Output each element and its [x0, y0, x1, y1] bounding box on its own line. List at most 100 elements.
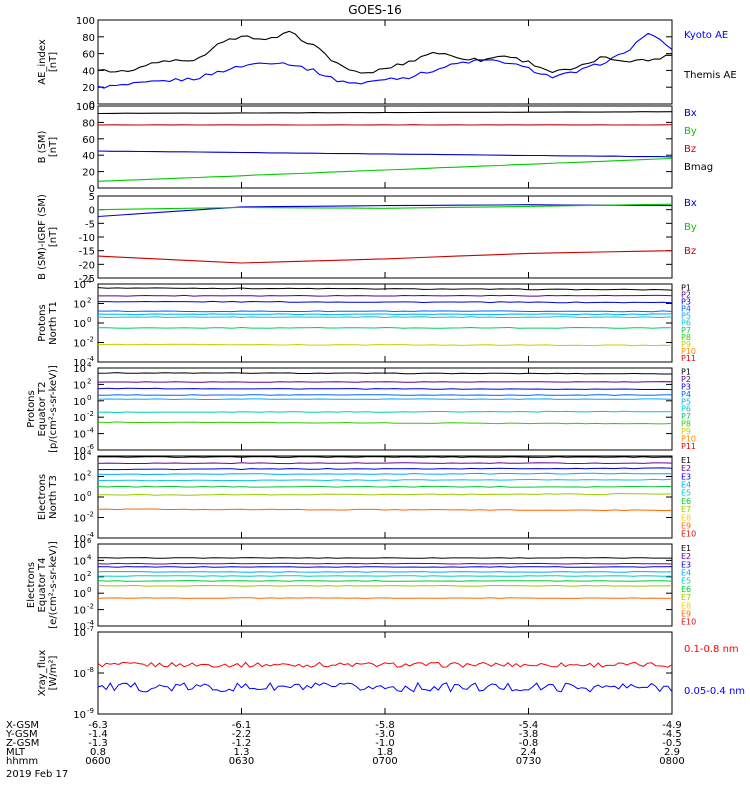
xray-ytick-label: 10 — [73, 628, 86, 639]
series-b_sm-0 — [98, 151, 672, 157]
ephem-value: 0800 — [659, 756, 684, 767]
electrons_north-legend-entry: E10 — [681, 530, 696, 539]
xray-legend-entry: 0.1-0.8 nm — [684, 644, 739, 655]
electrons_north-ylabel: North T3 — [48, 475, 59, 519]
protons_equator-ylabel: Equator T2 — [37, 382, 48, 437]
series-protons_equator-P3 — [98, 388, 672, 389]
series-protons_north-P7 — [98, 328, 672, 329]
b_sm-frame — [98, 106, 672, 188]
electrons_equator-ylabel: [e/(cm²-s-sr-keV)] — [48, 541, 59, 629]
ae-ytick-label: 100 — [76, 16, 95, 27]
electrons_equator-ytick-exp: 6 — [87, 537, 92, 545]
series-b_sm-3 — [98, 112, 672, 114]
protons_north-ylabel: Protons — [37, 304, 48, 341]
electrons_equator-ylabel: Electrons — [26, 562, 37, 608]
protons_equator-ytick-exp: 2 — [87, 377, 91, 385]
electrons_north-ytick-exp: 2 — [87, 470, 91, 478]
xray-legend-entry: 0.05-0.4 nm — [684, 686, 745, 697]
electrons_equator-ytick-label: 10 — [73, 606, 86, 617]
xray-ytick-exp: -7 — [87, 625, 94, 633]
electrons_north-ytick-label: 10 — [73, 473, 86, 484]
b_sm-ytick-label: 80 — [82, 118, 95, 129]
b_sm-ytick-label: 20 — [82, 168, 95, 179]
xray-ylabel: Xray_flux — [37, 650, 48, 697]
series-protons_north-P4 — [98, 311, 672, 312]
protons_north-legend-entry: P11 — [681, 354, 696, 363]
series-electrons_north-E2 — [98, 463, 672, 464]
ae-ylabel: [nT] — [48, 52, 59, 72]
b_minus_igrf-ytick-label: 0 — [89, 206, 95, 217]
protons_equator-ytick-label: 10 — [73, 397, 86, 408]
electrons_north-ytick-exp: 4 — [87, 449, 92, 457]
protons_north-ytick-label: 10 — [73, 319, 86, 330]
protons_north-ytick-label: 10 — [73, 339, 86, 350]
series-protons_north-P2 — [98, 295, 672, 296]
protons_north-ytick-label: 10 — [73, 300, 86, 311]
series-electrons_north-E6 — [98, 486, 672, 487]
protons_north-ytick-exp: 4 — [87, 277, 92, 285]
series-electrons_north-E5 — [98, 479, 672, 480]
electrons_north-ytick-exp: -2 — [87, 511, 94, 519]
protons_north-ytick-exp: -2 — [87, 336, 94, 344]
b_minus_igrf-ylabel: [nT] — [48, 227, 59, 247]
xray-ylabel: [W/m²] — [48, 655, 59, 690]
series-electrons_equator-E5 — [98, 576, 672, 577]
protons_equator-ytick-exp: -2 — [87, 410, 94, 418]
protons_equator-ylabel: [p/(cm²-s-sr-keV)] — [48, 365, 59, 453]
series-protons_north-P3 — [98, 301, 672, 302]
xray-frame — [98, 632, 672, 714]
electrons_equator-ytick-exp: -2 — [87, 603, 94, 611]
b_minus_igrf-legend-entry: By — [684, 222, 697, 233]
date-label: 2019 Feb 17 — [6, 769, 68, 780]
series-protons_equator-P2 — [98, 382, 672, 383]
electrons_north-ytick-label: 10 — [73, 493, 86, 504]
protons_equator-ytick-label: 10 — [73, 430, 86, 441]
protons_north-ytick-label: 10 — [73, 280, 86, 291]
series-electrons_north-E7 — [98, 494, 672, 496]
ephem-row-label: hhmm — [6, 756, 38, 767]
xray-ytick-label: 10 — [73, 669, 86, 680]
series-b_minus_igrf-2 — [98, 251, 672, 263]
series-b_minus_igrf-1 — [98, 204, 672, 210]
ephem-value: 0600 — [85, 756, 110, 767]
series-xray-0 — [98, 662, 672, 667]
electrons_north-ylabel: Electrons — [37, 474, 48, 520]
ae-ytick-label: 40 — [82, 66, 95, 77]
series-protons_equator-P6 — [98, 411, 672, 412]
protons_equator-ytick-exp: 0 — [87, 394, 91, 402]
series-electrons_north-E9 — [98, 509, 672, 511]
series-electrons_equator-E6 — [98, 581, 672, 582]
b_sm-ytick-label: 60 — [82, 135, 95, 146]
electrons_equator-legend-entry: E10 — [681, 618, 696, 627]
series-protons_equator-P4 — [98, 395, 672, 396]
ae-ytick-label: 60 — [82, 50, 95, 61]
series-protons_equator-P8 — [98, 422, 672, 424]
protons_north-ytick-exp: 2 — [87, 297, 91, 305]
series-electrons_north-E3 — [98, 468, 672, 470]
series-protons_north-P9 — [98, 344, 672, 346]
xray-ytick-exp: -8 — [87, 666, 94, 674]
ae-ytick-label: 20 — [82, 83, 95, 94]
xray-ytick-exp: -9 — [87, 707, 94, 715]
protons_equator-ytick-label: 10 — [73, 413, 86, 424]
electrons_north-ytick-exp: 0 — [87, 490, 91, 498]
ephem-value: 0730 — [516, 756, 541, 767]
electrons_equator-ytick-exp: 4 — [87, 553, 92, 561]
protons_equator-ytick-label: 10 — [73, 380, 86, 391]
ephemeris-table: 2019 Feb 17 X-GSM-6.3-6.1-5.8-5.4-4.9Y-G… — [5, 720, 685, 780]
electrons_equator-ytick-label: 10 — [73, 556, 86, 567]
electrons_north-ytick-label: 10 — [73, 452, 86, 463]
plot-title: GOES-16 — [348, 3, 402, 17]
protons_equator-frame — [98, 368, 672, 450]
series-electrons_equator-E2 — [98, 563, 672, 564]
b_minus_igrf-ytick-label: -15 — [79, 247, 95, 258]
series-protons_north-P5 — [98, 314, 672, 315]
electrons_equator-ylabel: Equator T4 — [37, 558, 48, 613]
ae-ytick-label: 80 — [82, 33, 95, 44]
b_sm-legend-entry: Bz — [684, 144, 696, 155]
electrons_equator-ytick-exp: 2 — [87, 570, 91, 578]
ephem-value: 0700 — [372, 756, 397, 767]
protons_equator-ylabel: Protons — [26, 390, 37, 427]
